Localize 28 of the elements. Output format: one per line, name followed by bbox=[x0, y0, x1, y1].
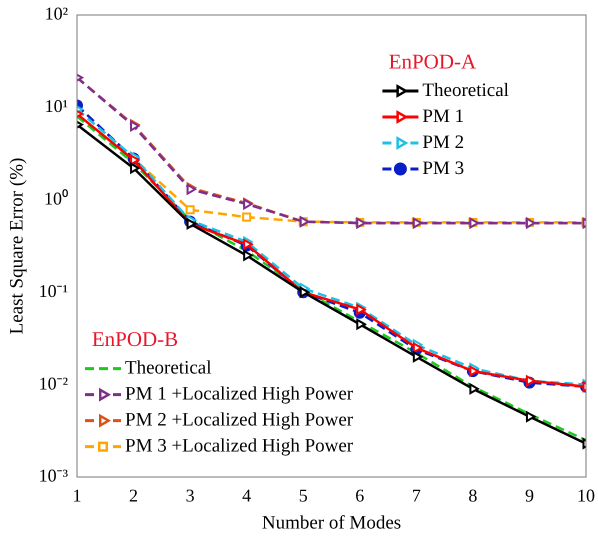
legend-label: Theoretical bbox=[125, 358, 212, 379]
x-tick-label: 4 bbox=[242, 486, 252, 506]
annotation: EnPOD-A bbox=[388, 50, 477, 74]
x-tick-label: 6 bbox=[355, 486, 364, 506]
x-tick-label: 5 bbox=[298, 486, 308, 506]
x-tick-label: 7 bbox=[412, 486, 421, 506]
x-axis-title: Number of Modes bbox=[262, 512, 402, 534]
legend-label: PM 2 +Localized High Power bbox=[125, 410, 354, 431]
y-tick-label: 10² bbox=[44, 4, 68, 24]
x-tick-label: 10 bbox=[577, 486, 595, 506]
legend-label: PM 2 bbox=[422, 132, 464, 153]
legend-label: PM 1 +Localized High Power bbox=[125, 384, 354, 405]
x-tick-label: 1 bbox=[72, 486, 82, 506]
y-tick-label: 10⁻¹ bbox=[38, 280, 68, 301]
y-tick-label: 10⁰ bbox=[44, 188, 68, 209]
legend-label: Theoretical bbox=[422, 80, 509, 101]
x-tick-label: 8 bbox=[468, 486, 478, 506]
annotation: EnPOD-B bbox=[92, 327, 178, 352]
y-tick-label: 10¹ bbox=[44, 96, 68, 116]
x-tick-label: 3 bbox=[186, 486, 195, 506]
y-axis-title: Least Square Error (%) bbox=[6, 158, 28, 334]
legend-label: PM 1 bbox=[422, 106, 464, 127]
y-tick-label: 10⁻² bbox=[38, 373, 68, 394]
legend-label: PM 3 bbox=[422, 158, 464, 179]
x-tick-label: 9 bbox=[524, 486, 534, 506]
y-tick-label: 10⁻³ bbox=[38, 466, 69, 486]
legend-label: PM 3 +Localized High Power bbox=[125, 436, 354, 457]
x-tick-label: 2 bbox=[129, 486, 138, 506]
